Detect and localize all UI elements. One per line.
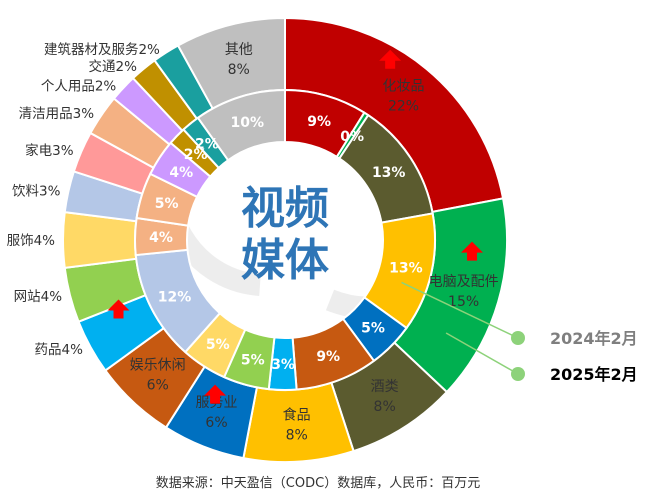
- legend: 2024年2月 2025年2月: [401, 281, 638, 384]
- outer-value-label-9: 3%: [39, 184, 61, 200]
- outer-value-label-12: 2%: [95, 78, 117, 94]
- outer-value-label-14: 2%: [138, 42, 160, 58]
- inner-value-label-0: 9%: [307, 114, 331, 130]
- outer-ring-2025: [62, 16, 508, 463]
- outer-value-label-8: 4%: [34, 233, 56, 249]
- center-title-line2: 媒体: [241, 235, 329, 286]
- outer-category-label-8: 服饰4%: [7, 233, 56, 249]
- outer-value-label-4: 6%: [205, 415, 227, 431]
- outer-category-label-15: 其他: [225, 42, 253, 58]
- inner-value-label-5: 9%: [316, 349, 340, 365]
- outer-labels: 化妆品22%电脑及配件15%酒类8%食品8%服务业6%娱乐休闲6%药品4%网站4…: [7, 42, 499, 444]
- inner-value-label-15: 10%: [230, 115, 264, 131]
- trend-up-arrow-icon-1: [460, 241, 483, 261]
- outer-category-name-8: 服饰: [7, 233, 34, 249]
- outer-value-label-13: 2%: [116, 59, 138, 75]
- inner-value-label-4: 5%: [361, 320, 385, 336]
- outer-category-name-6: 药品: [35, 342, 62, 358]
- outer-value-label-15: 8%: [228, 62, 250, 78]
- outer-category-label-3: 食品: [283, 407, 311, 424]
- trend-arrows: [107, 49, 483, 404]
- outer-category-label-9: 饮料3%: [12, 184, 61, 200]
- inner-value-label-6: 3%: [271, 357, 295, 373]
- outer-value-label-2: 8%: [374, 399, 396, 415]
- center-title: 视频 媒体: [241, 183, 329, 286]
- outer-value-label-10: 3%: [52, 143, 74, 159]
- source-note: 数据来源：中天盈信（CODC）数据库，人民币：百万元: [156, 475, 480, 491]
- trend-up-arrow-icon-0: [379, 49, 402, 69]
- outer-category-label-12: 个人用品2%: [41, 78, 117, 94]
- inner-value-label-10: 4%: [149, 230, 173, 246]
- outer-value-label-7: 4%: [41, 289, 63, 305]
- outer-value-label-0: 22%: [388, 99, 419, 115]
- outer-category-label-2: 酒类: [371, 379, 399, 395]
- outer-category-name-9: 饮料: [12, 184, 39, 200]
- outer-category-label-6: 药品4%: [35, 342, 84, 358]
- outer-category-label-14: 建筑器材及服务2%: [44, 42, 160, 58]
- center-title-line1: 视频: [241, 183, 329, 234]
- outer-category-name-12: 个人用品: [41, 78, 95, 94]
- outer-category-label-5: 娱乐休闲: [130, 358, 186, 374]
- outer-value-label-11: 3%: [73, 106, 95, 122]
- inner-value-label-7: 5%: [241, 353, 265, 369]
- inner-value-label-1: 0%: [340, 129, 364, 145]
- inner-value-label-11: 5%: [155, 196, 179, 212]
- outer-value-label-1: 15%: [448, 294, 479, 310]
- inner-value-label-8: 5%: [206, 337, 230, 353]
- outer-category-label-0: 化妆品: [383, 79, 425, 95]
- outer-value-label-5: 6%: [147, 378, 169, 394]
- inner-ring-2024: [134, 88, 436, 391]
- inner-value-label-13: 2%: [184, 147, 208, 163]
- inner-value-label-12: 4%: [169, 165, 193, 181]
- outer-category-label-1: 电脑及配件: [429, 274, 499, 290]
- inner-labels: 9%0%13%13%5%9%3%5%5%12%4%5%4%2%2%10%: [149, 114, 423, 373]
- outer-category-label-13: 交通2%: [89, 58, 138, 75]
- outer-category-name-7: 网站: [14, 289, 41, 305]
- inner-slice-15: [196, 88, 286, 162]
- outer-category-name-10: 家电: [25, 142, 52, 159]
- outer-value-label-3: 8%: [286, 428, 308, 444]
- outer-category-label-10: 家电3%: [25, 142, 74, 159]
- trend-up-arrow-icon-6: [107, 299, 130, 319]
- outer-category-name-11: 清洁用品: [19, 106, 73, 122]
- inner-value-label-9: 12%: [158, 289, 192, 305]
- inner-value-label-14: 2%: [195, 137, 219, 153]
- inner-value-label-3: 13%: [389, 261, 423, 277]
- legend-label-0: 2024年2月: [550, 329, 638, 348]
- legend-marker-1: [511, 367, 525, 381]
- outer-value-label-6: 4%: [62, 342, 84, 358]
- outer-category-name-14: 建筑器材及服务: [44, 42, 139, 58]
- legend-marker-0: [511, 331, 525, 345]
- legend-label-1: 2025年2月: [550, 365, 638, 384]
- outer-category-name-13: 交通: [89, 58, 116, 75]
- legend-connector-1: [445, 332, 519, 375]
- legend-connector-0: [401, 281, 519, 339]
- inner-value-label-2: 13%: [372, 165, 406, 181]
- outer-category-label-11: 清洁用品3%: [19, 106, 95, 122]
- trend-up-arrow-icon-4: [204, 384, 227, 404]
- outer-category-label-7: 网站4%: [14, 289, 63, 305]
